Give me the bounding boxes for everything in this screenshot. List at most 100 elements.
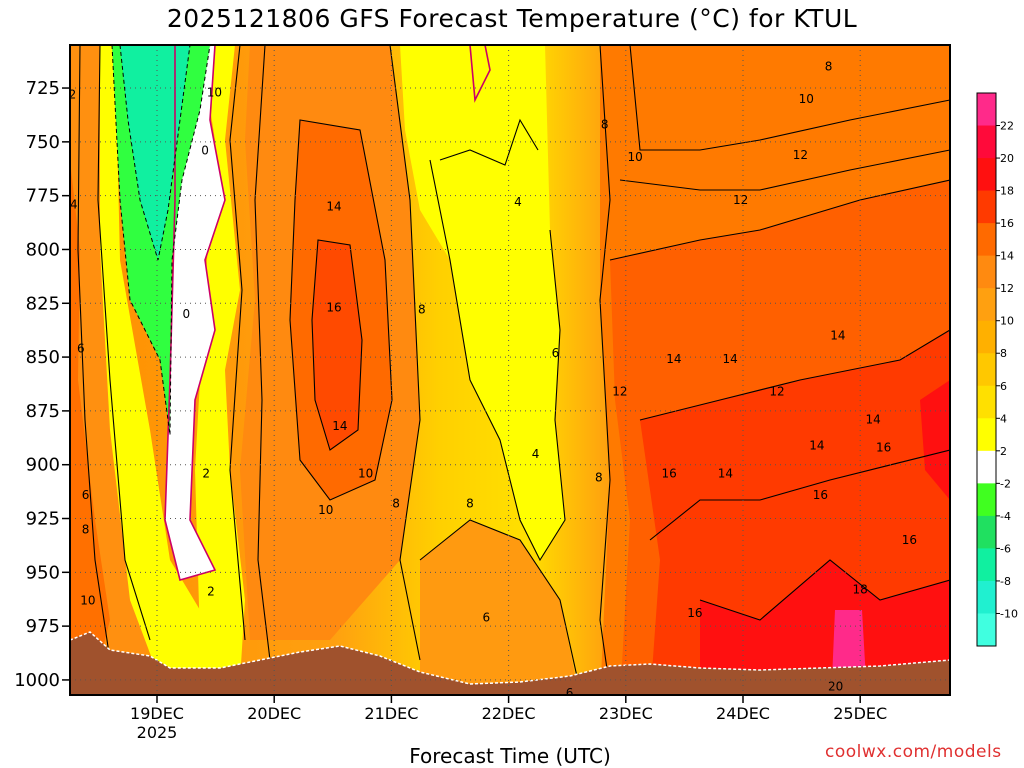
warm-region-left-core	[70, 160, 110, 695]
contour-label: -2	[64, 88, 76, 102]
y-tick-label: 1000	[14, 670, 60, 691]
colorbar-label: -8	[1000, 575, 1011, 588]
contour-label: 0	[201, 143, 209, 157]
contour-label: 10	[207, 85, 222, 99]
chart-title: 2025121806 GFS Forecast Temperature (°C)…	[166, 4, 858, 33]
contour-line	[389, 45, 421, 661]
colorbar-swatch	[977, 483, 996, 517]
contour-label: 16	[902, 533, 917, 547]
colorbar-swatch	[977, 580, 996, 614]
contour-label: 16	[326, 301, 341, 315]
colorbar-label: -6	[1000, 542, 1011, 555]
y-tick-label: 875	[26, 401, 60, 422]
y-tick-label: 925	[26, 509, 60, 530]
contour-line	[439, 118, 539, 166]
hottest-region-right	[700, 560, 950, 695]
warm-region-lower-center	[420, 520, 579, 695]
peak-region-right	[832, 610, 866, 680]
colorbar-label: -10	[1000, 607, 1018, 620]
contour-label: 6	[77, 341, 85, 355]
x-tick-sublabel: 2025	[137, 723, 178, 742]
colorbar-frame	[976, 92, 997, 647]
credit-link[interactable]: coolwx.com/models	[825, 742, 1002, 762]
zero-contour-line	[469, 45, 491, 103]
contour-label: 14	[722, 352, 737, 366]
contour-label: 8	[601, 118, 609, 132]
colorbar-swatch	[977, 450, 996, 484]
contour-label-layer: 10 -2 8 10 8 10 0 12 4 14 4 12 16 8 0 14 6 6 14 14 12 12 14 14 1…	[64, 60, 917, 695]
freezing-contours	[164, 45, 491, 581]
contour-line	[429, 159, 566, 562]
colorbar-label: 10	[1000, 315, 1014, 328]
contour-label: 10	[628, 150, 643, 164]
colorbar-label: 2	[1000, 445, 1007, 458]
contour-label: 18	[853, 583, 868, 597]
y-tick-label: 725	[26, 78, 60, 99]
contour-line	[629, 45, 950, 151]
terrain	[70, 632, 950, 695]
colorbar-label: 14	[1000, 250, 1014, 263]
colorbar-swatch	[977, 385, 996, 419]
y-tick-label: 950	[26, 562, 60, 583]
colorbar-swatch	[977, 158, 996, 192]
contour-label: 16	[876, 440, 891, 454]
x-tick-label: 21DEC	[364, 704, 418, 723]
contour-line	[619, 149, 950, 191]
contour-label: 6	[483, 611, 491, 625]
contour-line	[254, 45, 271, 661]
contour-label: 8	[82, 522, 90, 536]
contour-label: 14	[326, 199, 341, 213]
temperature-field: 10 -2 8 10 8 10 0 12 4 14 4 12 16 8 0 14 6 6 14 14 12 12 14 14 1…	[64, 45, 950, 695]
contour-label: 0	[182, 307, 190, 321]
contour-label: 20	[828, 679, 843, 693]
warm-column-hot	[312, 240, 362, 450]
contour-line	[97, 45, 151, 641]
contour-label: 10	[358, 466, 373, 480]
contour-line	[289, 119, 393, 501]
y-tick-label: 850	[26, 347, 60, 368]
x-tick-label: 23DEC	[599, 704, 653, 723]
contour-label: 4	[532, 447, 540, 461]
yellow-band-left	[100, 45, 240, 680]
contour-label: 8	[466, 496, 474, 510]
contour-label: 10	[80, 593, 95, 607]
contour-label: 12	[733, 193, 748, 207]
contour-label: 4	[514, 195, 522, 209]
contour-label: 12	[612, 385, 627, 399]
x-tick-label: 25DEC	[833, 704, 887, 723]
contour-line	[77, 45, 111, 661]
grid-layer	[70, 45, 950, 695]
colorbar: 22 20 18 16 14 12 10 8 6 4 2 -2 -4 -6 -8 -10	[976, 92, 1018, 647]
contour-label: 8	[595, 471, 603, 485]
cold-core	[120, 45, 190, 260]
warm-right-edge	[920, 380, 950, 500]
contour-label: 16	[687, 606, 702, 620]
contour-line	[599, 45, 611, 691]
colorbar-swatch	[977, 223, 996, 257]
yellow-band-center	[400, 45, 565, 560]
y-tick-label: 825	[26, 293, 60, 314]
colorbar-swatch	[977, 255, 996, 289]
colorbar-swatch	[977, 613, 996, 647]
colorbar-swatch	[977, 548, 996, 582]
contour-label: 6	[82, 488, 90, 502]
contour-label: 12	[793, 148, 808, 162]
colorbar-label: 8	[1000, 347, 1007, 360]
colorbar-label: 18	[1000, 185, 1014, 198]
colorbar-swatch	[977, 93, 996, 127]
colorbar-swatch	[977, 125, 996, 159]
dashed-contour-line	[111, 45, 211, 436]
contour-line	[229, 45, 246, 641]
dashed-contour-line	[119, 45, 191, 261]
x-axis-title: Forecast Time (UTC)	[409, 744, 611, 768]
y-tick-label: 975	[26, 616, 60, 637]
y-tick-label: 900	[26, 455, 60, 476]
x-tick-label: 19DEC	[130, 704, 184, 723]
colorbar-label: -4	[1000, 510, 1011, 523]
colorbar-swatch	[977, 515, 996, 549]
contour-label: 14	[332, 419, 347, 433]
contour-label: 12	[769, 385, 784, 399]
contour-label: 16	[662, 466, 677, 480]
contour-label: 14	[718, 466, 733, 480]
